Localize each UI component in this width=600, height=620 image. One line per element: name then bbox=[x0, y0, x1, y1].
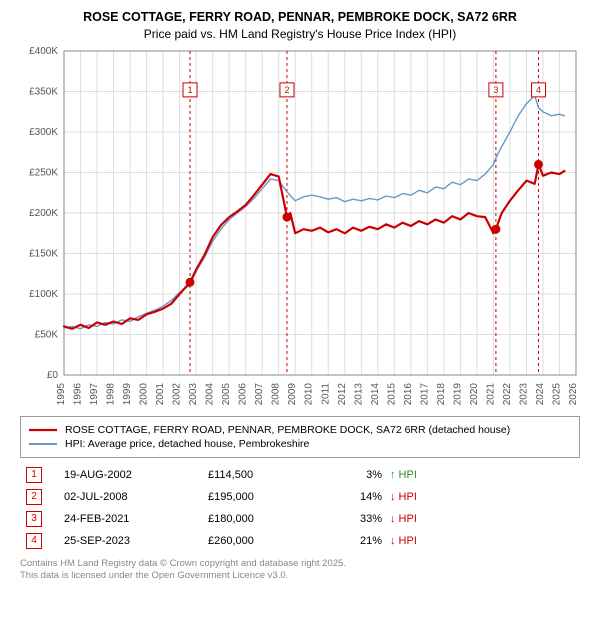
y-tick-label: £200K bbox=[29, 208, 58, 219]
y-tick-label: £400K bbox=[29, 46, 58, 57]
event-date: 25-SEP-2023 bbox=[64, 535, 204, 547]
event-direction: ↓ HPI bbox=[390, 513, 440, 525]
event-marker-dot bbox=[186, 277, 195, 286]
x-tick-label: 1996 bbox=[73, 382, 84, 404]
event-number-box: 1 bbox=[26, 467, 42, 483]
page-title: ROSE COTTAGE, FERRY ROAD, PENNAR, PEMBRO… bbox=[0, 0, 600, 26]
event-pct: 33% bbox=[312, 513, 386, 525]
event-number-box: 3 bbox=[26, 511, 42, 527]
x-tick-label: 2014 bbox=[370, 382, 381, 404]
x-tick-label: 2023 bbox=[518, 382, 529, 404]
event-price: £195,000 bbox=[208, 491, 308, 503]
event-marker-number: 4 bbox=[536, 84, 541, 94]
event-direction: ↓ HPI bbox=[390, 491, 440, 503]
event-row: 1 19-AUG-2002 £114,500 3% ↑ HPI bbox=[20, 464, 444, 486]
x-tick-label: 2005 bbox=[221, 382, 232, 404]
event-row: 3 24-FEB-2021 £180,000 33% ↓ HPI bbox=[20, 508, 444, 530]
x-tick-label: 2025 bbox=[551, 382, 562, 404]
x-tick-label: 2016 bbox=[403, 382, 414, 404]
event-number-box: 4 bbox=[26, 533, 42, 549]
y-tick-label: £100K bbox=[29, 289, 58, 300]
event-row: 2 02-JUL-2008 £195,000 14% ↓ HPI bbox=[20, 486, 444, 508]
x-tick-label: 2004 bbox=[205, 382, 216, 404]
event-pct: 3% bbox=[312, 469, 386, 481]
x-tick-label: 2026 bbox=[568, 382, 579, 404]
x-tick-label: 2010 bbox=[304, 382, 315, 404]
y-tick-label: £250K bbox=[29, 167, 58, 178]
footnote-line: Contains HM Land Registry data © Crown c… bbox=[20, 558, 580, 570]
event-pct: 14% bbox=[312, 491, 386, 503]
x-tick-label: 2000 bbox=[139, 382, 150, 404]
legend-item: HPI: Average price, detached house, Pemb… bbox=[29, 438, 571, 450]
event-price: £260,000 bbox=[208, 535, 308, 547]
y-tick-label: £50K bbox=[35, 329, 59, 340]
chart: £0 £50K £100K £150K £200K £250K £300K £350K £400… bbox=[20, 45, 580, 410]
event-direction: ↑ HPI bbox=[390, 469, 440, 481]
event-price: £114,500 bbox=[208, 469, 308, 481]
footnote-line: This data is licensed under the Open Gov… bbox=[20, 570, 580, 582]
event-date: 24-FEB-2021 bbox=[64, 513, 204, 525]
x-tick-label: 2006 bbox=[238, 382, 249, 404]
x-tick-label: 1995 bbox=[56, 382, 67, 404]
event-marker-dot bbox=[282, 212, 291, 221]
legend: ROSE COTTAGE, FERRY ROAD, PENNAR, PEMBRO… bbox=[20, 416, 580, 458]
x-tick-label: 2011 bbox=[320, 382, 331, 404]
x-tick-label: 1997 bbox=[89, 382, 100, 404]
x-tick-label: 2015 bbox=[386, 382, 397, 404]
x-tick-label: 2024 bbox=[535, 382, 546, 404]
x-tick-label: 1998 bbox=[106, 382, 117, 404]
legend-label: ROSE COTTAGE, FERRY ROAD, PENNAR, PEMBRO… bbox=[65, 424, 510, 436]
event-row: 4 25-SEP-2023 £260,000 21% ↓ HPI bbox=[20, 530, 444, 552]
y-tick-label: £150K bbox=[29, 248, 58, 259]
x-tick-label: 2018 bbox=[436, 382, 447, 404]
legend-swatch bbox=[29, 439, 57, 449]
event-pct: 21% bbox=[312, 535, 386, 547]
x-tick-label: 1999 bbox=[122, 382, 133, 404]
event-date: 19-AUG-2002 bbox=[64, 469, 204, 481]
x-tick-label: 2008 bbox=[271, 382, 282, 404]
x-tick-label: 2012 bbox=[337, 382, 348, 404]
x-tick-label: 2009 bbox=[287, 382, 298, 404]
footnote: Contains HM Land Registry data © Crown c… bbox=[20, 558, 580, 583]
x-tick-label: 2013 bbox=[353, 382, 364, 404]
x-tick-label: 2007 bbox=[254, 382, 265, 404]
legend-swatch bbox=[29, 425, 57, 435]
event-marker-dot bbox=[491, 224, 500, 233]
events-table: 1 19-AUG-2002 £114,500 3% ↑ HPI 2 02-JUL-2008 £… bbox=[20, 464, 580, 552]
x-tick-label: 2017 bbox=[419, 382, 430, 404]
event-date: 02-JUL-2008 bbox=[64, 491, 204, 503]
series-price_paid bbox=[64, 164, 564, 328]
event-direction: ↓ HPI bbox=[390, 535, 440, 547]
event-marker-number: 2 bbox=[284, 84, 289, 94]
legend-item: ROSE COTTAGE, FERRY ROAD, PENNAR, PEMBRO… bbox=[29, 424, 571, 436]
event-marker-number: 3 bbox=[493, 84, 498, 94]
event-price: £180,000 bbox=[208, 513, 308, 525]
page-root: ROSE COTTAGE, FERRY ROAD, PENNAR, PEMBRO… bbox=[0, 0, 600, 620]
x-tick-label: 2020 bbox=[469, 382, 480, 404]
x-tick-label: 2001 bbox=[155, 382, 166, 404]
y-tick-label: £0 bbox=[47, 370, 59, 381]
event-marker-dot bbox=[534, 160, 543, 169]
chart-svg: £0 £50K £100K £150K £200K £250K £300K £350K £400… bbox=[20, 45, 580, 405]
y-tick-label: £350K bbox=[29, 86, 58, 97]
x-tick-label: 2022 bbox=[502, 382, 513, 404]
x-tick-label: 2003 bbox=[188, 382, 199, 404]
x-tick-label: 2019 bbox=[452, 382, 463, 404]
x-tick-label: 2021 bbox=[485, 382, 496, 404]
event-number-box: 2 bbox=[26, 489, 42, 505]
event-marker-number: 1 bbox=[188, 84, 193, 94]
x-tick-label: 2002 bbox=[172, 382, 183, 404]
page-subtitle: Price paid vs. HM Land Registry's House … bbox=[0, 26, 600, 45]
legend-label: HPI: Average price, detached house, Pemb… bbox=[65, 438, 309, 450]
y-tick-label: £300K bbox=[29, 127, 58, 138]
